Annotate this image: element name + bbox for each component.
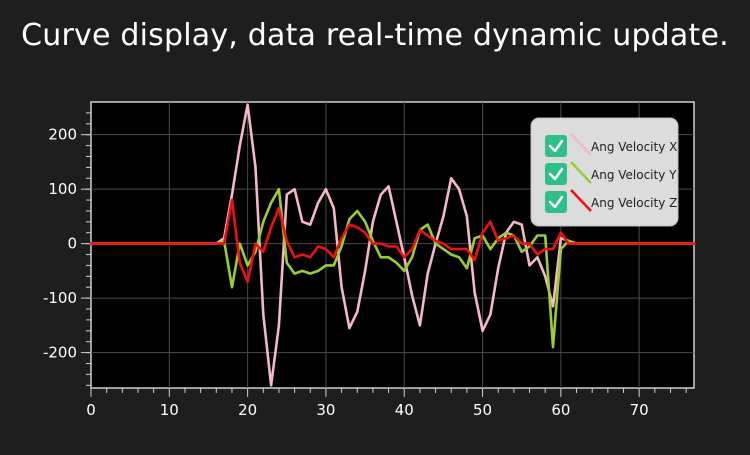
x-tick-label: 10 <box>160 401 179 419</box>
chart-title: Curve display, data real-time dynamic up… <box>21 18 729 53</box>
legend-checkbox[interactable] <box>545 135 567 157</box>
legend-label: Ang Velocity Y <box>591 168 677 182</box>
x-tick-label: 70 <box>630 401 649 419</box>
legend-item-ang-velocity-z[interactable]: Ang Velocity Z <box>545 189 677 213</box>
legend-box <box>530 117 679 227</box>
y-tick-label: 200 <box>48 126 77 144</box>
legend-label: Ang Velocity X <box>591 140 677 154</box>
check-icon <box>548 195 564 209</box>
y-axis: 200 100 0 -100 -200 <box>43 112 91 386</box>
legend[interactable]: Ang Velocity X Ang Velocity Y Ang Velocity… <box>530 117 679 227</box>
legend-label: Ang Velocity Z <box>591 196 677 210</box>
legend-checkbox[interactable] <box>545 191 567 213</box>
x-tick-label: 0 <box>86 401 96 419</box>
y-tick-label: 0 <box>67 235 77 253</box>
series-line-ang-velocity-y <box>89 187 696 349</box>
legend-item-ang-velocity-y[interactable]: Ang Velocity Y <box>545 161 677 185</box>
legend-checkbox[interactable] <box>545 163 567 185</box>
check-icon <box>548 139 564 153</box>
x-tick-label: 20 <box>238 401 257 419</box>
check-icon <box>548 167 564 181</box>
y-tick-label: -100 <box>43 289 77 307</box>
series-lines <box>89 103 696 387</box>
x-tick-label: 30 <box>316 401 335 419</box>
y-tick-label: -200 <box>43 344 77 362</box>
x-tick-label: 40 <box>395 401 414 419</box>
y-tick-label: 100 <box>48 180 77 198</box>
legend-swatch <box>570 161 592 184</box>
x-tick-label: 50 <box>473 401 492 419</box>
series-line-ang-velocity-z <box>89 198 696 284</box>
legend-swatch <box>570 133 592 156</box>
legend-swatch <box>570 189 592 212</box>
legend-item-ang-velocity-x[interactable]: Ang Velocity X <box>545 133 677 157</box>
x-axis: 0 10 20 30 40 50 60 70 <box>86 388 687 419</box>
x-tick-label: 60 <box>551 401 570 419</box>
